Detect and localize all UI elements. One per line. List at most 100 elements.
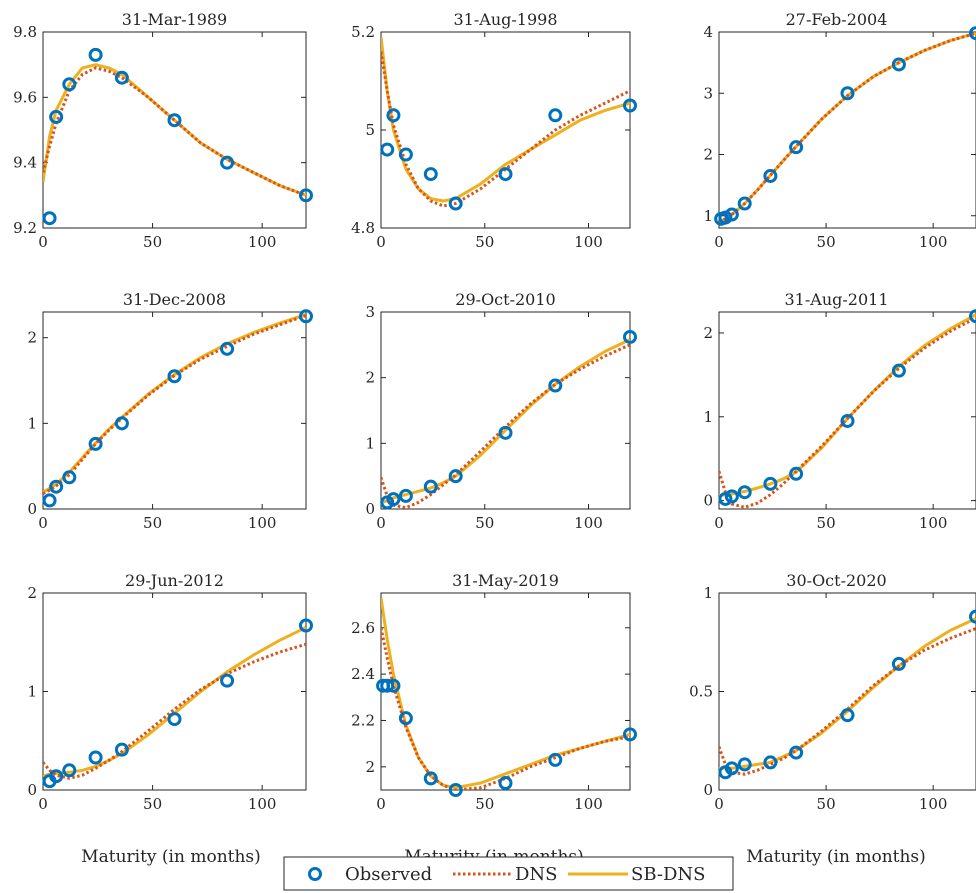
observed-point [114, 416, 129, 431]
observed-point [423, 167, 438, 182]
observed-point [737, 757, 752, 772]
subplot-title-1: 31-Mar-1989 [122, 10, 227, 29]
y-tick-label: 0 [703, 781, 713, 799]
observed-point [623, 329, 637, 344]
subplot-title-4: 31-Dec-2008 [123, 290, 226, 309]
x-tick-label: 0 [38, 514, 48, 532]
y-tick-label: 4 [703, 23, 713, 41]
y-tick-label: 3 [703, 84, 713, 102]
observed-point [789, 140, 804, 155]
y-tick-label: 0 [27, 781, 37, 799]
plot-area-1 [42, 31, 307, 229]
y-tick-label: 0.5 [689, 683, 713, 701]
y-tick-label: 9.8 [13, 23, 37, 41]
observed-point [891, 363, 906, 378]
series-layer-1 [43, 63, 306, 197]
x-tick-label: 0 [38, 233, 48, 251]
y-tick-label: 5 [365, 121, 375, 139]
y-tick-label: 9.6 [13, 88, 37, 106]
observed-point [299, 618, 313, 633]
x-tick-label: 50 [143, 514, 162, 532]
observed-point [448, 196, 463, 211]
x-tick-label: 50 [475, 795, 494, 813]
subplot-title-3: 27-Feb-2004 [786, 10, 888, 29]
sbdns-line [719, 617, 976, 770]
observed-point [386, 108, 401, 123]
subplot-title-7: 29-Jun-2012 [125, 571, 224, 590]
y-tick-label: 1 [27, 683, 37, 701]
observed-point [498, 425, 513, 440]
y-tick-label: 1 [703, 408, 713, 426]
observed-point [42, 493, 57, 508]
x-axis-label-col3: Maturity (in months) [746, 847, 926, 867]
observed-point [167, 369, 182, 384]
observed-point [423, 771, 438, 786]
y-tick-label: 2 [365, 758, 375, 776]
y-tick-label: 2.6 [351, 619, 375, 637]
x-tick-label: 100 [919, 233, 948, 251]
y-tick-label: 2 [365, 369, 375, 387]
x-tick-label: 0 [38, 795, 48, 813]
y-tick-label: 9.4 [13, 154, 37, 172]
dns-line [381, 343, 630, 509]
observed-point [398, 147, 413, 162]
plot-area-4 [42, 311, 307, 510]
dns-line [43, 66, 306, 197]
x-tick-label: 0 [714, 795, 724, 813]
observed-point [299, 188, 313, 203]
observed-point [763, 476, 778, 491]
observed-point [88, 47, 103, 62]
plot-area-3 [718, 31, 976, 229]
observed-point [724, 489, 739, 504]
observed-point [62, 763, 77, 778]
subplot-1: 31-Mar-1989 0 50 100 9.2 9.4 9.6 9.8 [13, 10, 313, 251]
observed-point [448, 469, 463, 484]
observed-point [423, 479, 438, 494]
subplot-4: 31-Dec-2008 0 50 100 0 1 2 [27, 290, 313, 532]
y-tick-label: 0 [365, 500, 375, 518]
observed-point [49, 769, 64, 784]
y-tick-label: 2 [27, 329, 37, 347]
observed-point [62, 470, 77, 485]
observed-point [763, 755, 778, 770]
subplot-title-8: 31-May-2019 [452, 571, 559, 590]
legend-dns-label: DNS [515, 864, 558, 885]
observed-point [724, 207, 739, 222]
series-layer-9 [719, 617, 976, 776]
series-layer-4 [43, 313, 306, 495]
observed-point [448, 783, 463, 797]
observed-point [167, 712, 182, 727]
observed-point [789, 745, 804, 760]
observed-point [88, 436, 103, 451]
subplot-title-6: 31-Aug-2011 [785, 290, 889, 309]
x-tick-label: 100 [248, 514, 277, 532]
observed-point [114, 70, 129, 85]
y-tick-label: 1 [27, 414, 37, 432]
observed-point [840, 413, 855, 428]
legend: Observed DNS SB-DNS [283, 856, 734, 891]
y-tick-label: 2 [703, 324, 713, 342]
legend-sbdns-label: SB-DNS [631, 864, 706, 885]
x-tick-label: 100 [574, 514, 603, 532]
observed-point [380, 678, 395, 693]
x-tick-label: 50 [817, 233, 836, 251]
y-tick-label: 2 [703, 146, 713, 164]
observed-point [969, 609, 976, 624]
observed-point [88, 750, 103, 765]
observed-point [891, 57, 906, 72]
y-tick-label: 3 [365, 303, 375, 321]
sbdns-line [43, 626, 306, 778]
subplot-8: 31-May-2019 0 50 100 2 2.2 2.4 2.6 [351, 571, 637, 813]
plot-area-9 [718, 592, 976, 791]
y-tick-label: 4.8 [351, 219, 375, 237]
series-layer-6 [719, 313, 976, 509]
observed-point [840, 86, 855, 101]
y-tick-label: 9.2 [13, 219, 37, 237]
series-layer-5 [381, 338, 630, 509]
dns-line [719, 627, 976, 776]
x-tick-label: 100 [919, 795, 948, 813]
subplot-7: 29-Jun-2012 0 50 100 0 1 2 [27, 571, 313, 813]
observed-point [737, 485, 752, 500]
observed-point [386, 492, 401, 507]
observed-point [220, 155, 235, 170]
